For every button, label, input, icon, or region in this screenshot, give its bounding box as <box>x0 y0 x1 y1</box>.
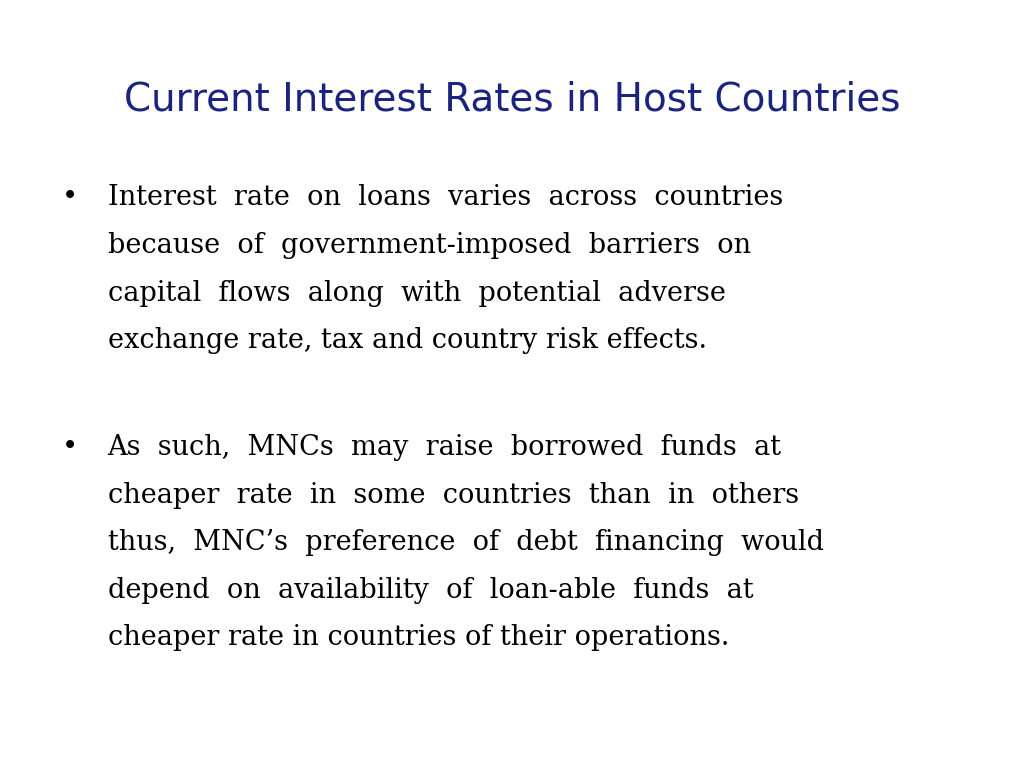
Text: cheaper rate in countries of their operations.: cheaper rate in countries of their opera… <box>108 624 729 651</box>
Text: •: • <box>61 434 78 460</box>
Text: Current Interest Rates in Host Countries: Current Interest Rates in Host Countries <box>124 81 900 118</box>
Text: because  of  government-imposed  barriers  on: because of government-imposed barriers o… <box>108 232 751 259</box>
Text: •: • <box>61 184 78 210</box>
Text: depend  on  availability  of  loan-able  funds  at: depend on availability of loan-able fund… <box>108 577 753 604</box>
Text: cheaper  rate  in  some  countries  than  in  others: cheaper rate in some countries than in o… <box>108 482 799 508</box>
Text: capital  flows  along  with  potential  adverse: capital flows along with potential adver… <box>108 280 725 306</box>
Text: thus,  MNC’s  preference  of  debt  financing  would: thus, MNC’s preference of debt financing… <box>108 529 823 556</box>
Text: Interest  rate  on  loans  varies  across  countries: Interest rate on loans varies across cou… <box>108 184 782 211</box>
Text: As  such,  MNCs  may  raise  borrowed  funds  at: As such, MNCs may raise borrowed funds a… <box>108 434 781 461</box>
Text: exchange rate, tax and country risk effects.: exchange rate, tax and country risk effe… <box>108 327 707 354</box>
